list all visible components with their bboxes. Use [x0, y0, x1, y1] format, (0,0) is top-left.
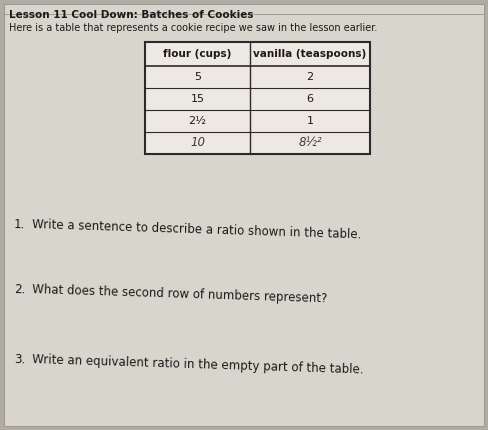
Text: Here is a table that represents a cookie recipe we saw in the lesson earlier.: Here is a table that represents a cookie…	[9, 23, 377, 33]
Text: vanilla (teaspoons): vanilla (teaspoons)	[253, 49, 366, 59]
Text: 6: 6	[306, 94, 313, 104]
Text: 15: 15	[190, 94, 204, 104]
Text: 5: 5	[194, 72, 201, 82]
FancyBboxPatch shape	[4, 4, 484, 426]
Text: Write a sentence to describe a ratio shown in the table.: Write a sentence to describe a ratio sho…	[32, 218, 362, 241]
Text: 2.: 2.	[14, 283, 26, 296]
Text: 8½²: 8½²	[298, 136, 322, 150]
Text: 3.: 3.	[14, 353, 25, 366]
Text: flour (cups): flour (cups)	[163, 49, 232, 59]
Text: 2½: 2½	[188, 116, 206, 126]
Text: 1.: 1.	[14, 218, 26, 231]
Text: Write an equivalent ratio in the empty part of the table.: Write an equivalent ratio in the empty p…	[32, 353, 364, 376]
Text: Lesson 11 Cool Down: Batches of Cookies: Lesson 11 Cool Down: Batches of Cookies	[9, 10, 253, 20]
Text: 2: 2	[306, 72, 314, 82]
Text: What does the second row of numbers represent?: What does the second row of numbers repr…	[32, 283, 327, 305]
Text: 1: 1	[306, 116, 313, 126]
Text: 10: 10	[190, 136, 205, 150]
FancyBboxPatch shape	[145, 42, 370, 154]
